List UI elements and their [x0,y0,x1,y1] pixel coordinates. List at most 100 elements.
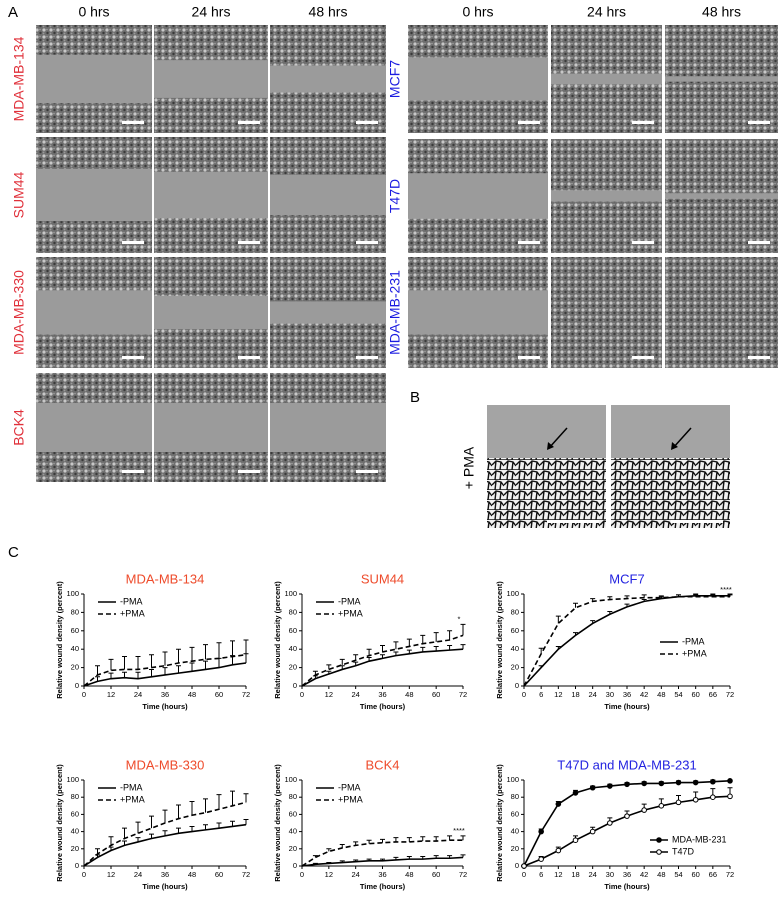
row-label: MDA-MB-231 [387,270,403,355]
x-tick-label: 60 [432,870,440,879]
error-bar [216,642,222,659]
chart-title: MDA-MB-134 [126,571,205,586]
x-axis-label: Time (hours) [604,702,650,711]
error-bar [243,793,249,803]
micrograph [270,257,386,368]
y-tick-label: 60 [289,626,297,635]
series-line [301,839,463,867]
marker [641,780,647,787]
marker [624,813,630,819]
x-tick-label: 36 [161,690,169,699]
error-bar [380,838,385,843]
error-bar [162,651,168,666]
y-tick-label: 80 [289,607,297,616]
error-bar [447,645,453,651]
error-bar [393,641,399,650]
marker [589,784,596,791]
x-tick-label: 0 [522,870,526,879]
y-tick-label: 40 [289,827,297,836]
micrograph [154,373,268,482]
cell-layer [551,257,662,313]
scale-bar [518,121,540,124]
chart-title: BCK4 [366,757,400,772]
scale-bar [356,241,378,244]
y-tick-label: 0 [293,861,297,870]
error-bar [366,648,372,656]
x-tick-label: 66 [709,870,717,879]
cell-layer [270,373,386,403]
y-tick-label: 40 [71,644,79,653]
column-header: 0 hrs [78,4,109,20]
x-tick-label: 72 [242,870,250,879]
error-bar [447,630,453,640]
error-bar [380,645,385,652]
legend-label: -PMA [338,596,361,606]
error-bar [149,654,154,668]
error-bar [420,836,426,842]
error-bar [393,856,399,860]
error-bar [230,640,235,657]
x-tick-label: 48 [657,690,665,699]
error-bar [406,638,412,647]
scale-bar [238,356,260,359]
error-bar [555,615,561,624]
micrograph [36,25,152,133]
column-header: 0 hrs [462,4,493,20]
x-tick-label: 24 [588,690,596,699]
x-axis-label: Time (hours) [360,702,406,711]
error-bar [122,827,127,839]
legend-marker [656,837,662,843]
cell-layer [665,25,778,77]
y-tick-label: 20 [71,844,79,853]
scale-bar [356,356,378,359]
marker [710,794,716,801]
error-bar [433,645,439,652]
cell-layer [665,312,778,368]
error-bar [122,840,127,846]
marker [692,796,699,803]
cell-layer [270,257,386,302]
error-bar [149,815,154,829]
series-line [523,780,731,867]
x-tick-label: 72 [459,690,467,699]
cell-layer [408,218,548,253]
marker [727,793,733,800]
arrow-head [547,442,554,450]
error-bar [433,836,439,842]
y-tick-label: 100 [284,775,297,784]
cell-layer [551,84,662,133]
error-bar [243,819,249,825]
cell-layer [487,458,606,528]
annotation: **** [453,826,465,835]
marker [675,799,682,806]
error-bar [326,664,332,670]
cell-layer [551,201,662,253]
micrograph [36,137,152,253]
y-axis-label: Relative wound density (percent) [55,581,64,699]
annotation: **** [720,585,732,594]
error-bar [108,658,114,671]
y-tick-label: 100 [66,775,79,784]
marker [658,803,665,809]
x-tick-label: 60 [215,870,223,879]
micrograph [36,373,152,482]
micrograph [551,25,662,133]
error-bar [460,644,466,650]
x-tick-label: 12 [554,690,562,699]
error-bar [326,862,332,864]
error-bar [366,656,372,662]
scale-bar [238,241,260,244]
error-bar [641,599,647,602]
micrograph [154,25,268,133]
micrograph [665,257,778,368]
error-bar [108,846,114,851]
error-bar [216,822,222,829]
error-bar [366,858,372,861]
error-bar [641,594,647,598]
marker [572,837,579,844]
y-tick-label: 20 [289,663,297,672]
error-bar [380,654,385,659]
x-tick-label: 6 [539,690,543,699]
legend-label: +PMA [338,608,363,618]
